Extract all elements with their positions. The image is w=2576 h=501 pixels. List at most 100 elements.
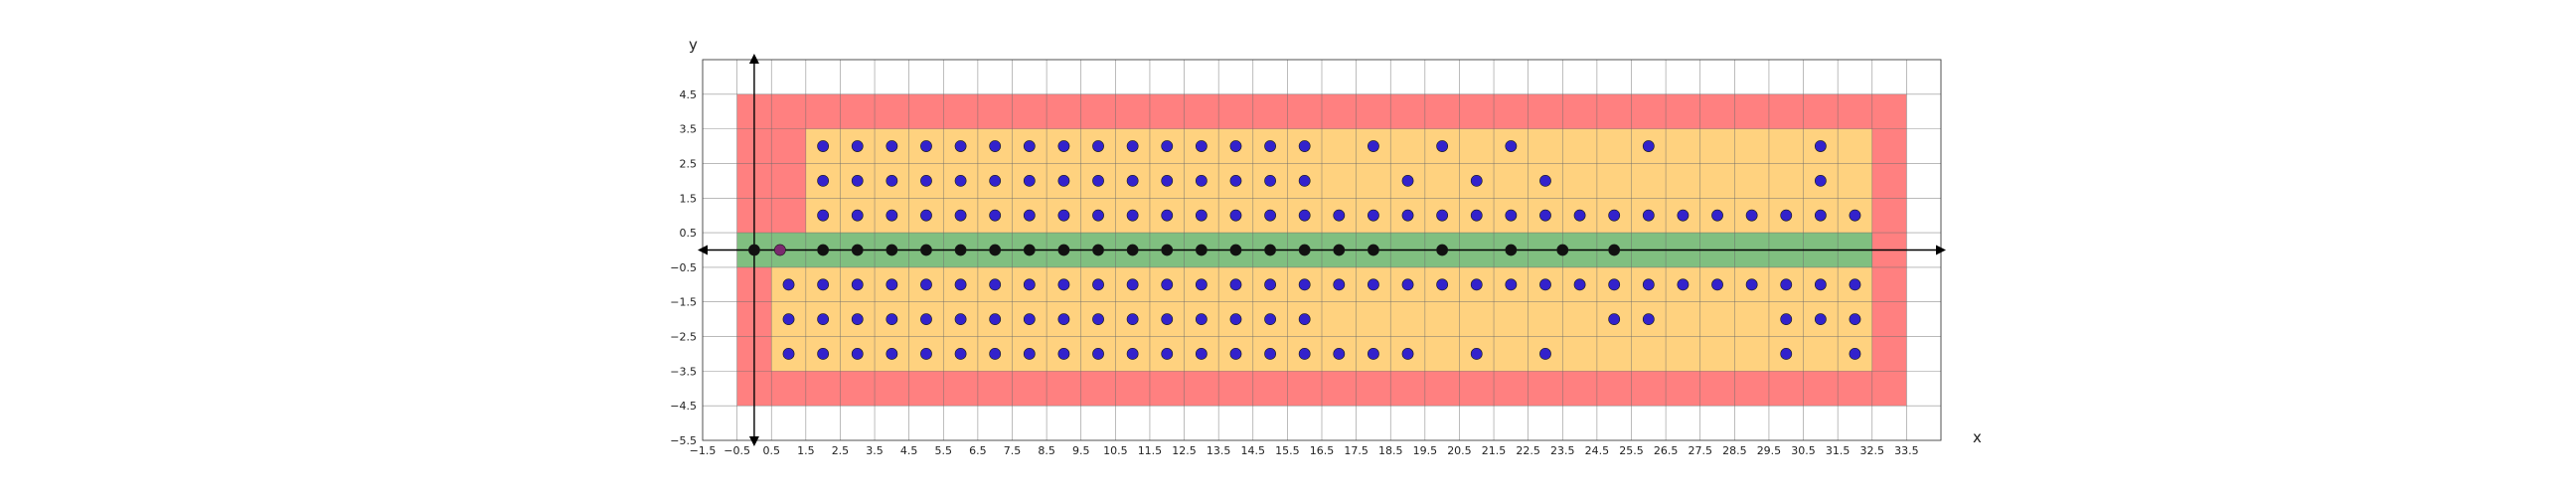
data-point [1677, 278, 1690, 291]
data-point [1161, 278, 1174, 291]
data-point [1470, 209, 1483, 222]
data-point [851, 209, 864, 222]
data-point [1849, 313, 1861, 326]
data-point [1849, 278, 1861, 291]
y-axis-label: y [689, 36, 698, 54]
data-point [1229, 209, 1242, 222]
data-point [1470, 348, 1483, 360]
data-point [1333, 348, 1346, 360]
data-point [886, 348, 898, 360]
data-point [1814, 313, 1827, 326]
data-point [989, 140, 1002, 152]
data-point [1264, 209, 1276, 222]
data-point [954, 278, 967, 291]
x-axis-arrow-left [698, 245, 708, 255]
data-point [1195, 313, 1208, 326]
x-tick-label: 13.5 [1207, 444, 1231, 457]
data-point [1092, 140, 1104, 152]
data-point [1642, 209, 1655, 222]
x-tick-label: 26.5 [1654, 444, 1679, 457]
data-point [1298, 140, 1311, 152]
data-point [1849, 348, 1861, 360]
y-tick-label: −0.5 [670, 261, 697, 274]
data-point [1745, 278, 1758, 291]
data-point [1057, 313, 1070, 326]
data-point [886, 313, 898, 326]
data-point [1057, 278, 1070, 291]
data-point [782, 278, 795, 291]
data-point [1298, 209, 1311, 222]
data-point [1195, 209, 1208, 222]
x-tick-label: 18.5 [1378, 444, 1403, 457]
data-point [1556, 244, 1569, 256]
points-layer [748, 140, 1861, 360]
data-point [1608, 278, 1621, 291]
data-point [1161, 348, 1174, 360]
data-point [1401, 348, 1414, 360]
data-point [1057, 244, 1070, 256]
data-point [1780, 278, 1793, 291]
y-tick-label: −2.5 [670, 331, 697, 344]
x-tick-label: 27.5 [1688, 444, 1712, 457]
data-point [1608, 244, 1621, 256]
data-point [1642, 140, 1655, 152]
data-point [1126, 278, 1139, 291]
data-point [1642, 278, 1655, 291]
y-tick-label: 0.5 [680, 227, 698, 240]
x-tick-label: 4.5 [900, 444, 918, 457]
data-point [1401, 209, 1414, 222]
data-point [920, 313, 932, 326]
data-point [989, 174, 1002, 187]
x-tick-label: 28.5 [1722, 444, 1747, 457]
x-tick-label: 20.5 [1447, 444, 1472, 457]
x-tick-label: 9.5 [1072, 444, 1090, 457]
data-point [782, 313, 795, 326]
data-point [1298, 313, 1311, 326]
data-point [954, 209, 967, 222]
data-point [1401, 278, 1414, 291]
y-tick-label: 4.5 [680, 88, 698, 101]
x-tick-label: 15.5 [1275, 444, 1300, 457]
x-axis-arrow-right [1936, 245, 1946, 255]
data-point [1023, 174, 1036, 187]
data-point [1092, 348, 1104, 360]
data-point [1023, 313, 1036, 326]
x-tick-label: 19.5 [1413, 444, 1438, 457]
data-point [1023, 140, 1036, 152]
y-tick-label: −4.5 [670, 400, 697, 413]
x-tick-label: 21.5 [1482, 444, 1507, 457]
data-point [1023, 348, 1036, 360]
data-point [817, 278, 830, 291]
data-point [1436, 244, 1449, 256]
data-point [1573, 278, 1586, 291]
data-point [1539, 348, 1551, 360]
data-point [886, 140, 898, 152]
data-point [1505, 209, 1518, 222]
data-point [920, 244, 932, 256]
data-point [1161, 209, 1174, 222]
data-point [1195, 278, 1208, 291]
data-point [782, 348, 795, 360]
data-point [989, 278, 1002, 291]
data-point [1264, 348, 1276, 360]
data-point [886, 244, 898, 256]
data-point [1092, 244, 1104, 256]
tick-labels: −1.5 −0.5 0.5 1.5 2.5 3.5 4.5 5.5 6.5 7.5 8.5 9.5 10… [670, 88, 1918, 457]
data-point [989, 348, 1002, 360]
data-point [1780, 348, 1793, 360]
data-point [1573, 209, 1586, 222]
data-point [920, 174, 932, 187]
data-point [1092, 278, 1104, 291]
data-point [1229, 140, 1242, 152]
data-point [989, 244, 1002, 256]
data-point [1711, 278, 1723, 291]
data-point [920, 278, 932, 291]
data-point [920, 348, 932, 360]
data-point [1505, 140, 1518, 152]
x-tick-label: 14.5 [1241, 444, 1266, 457]
data-point [1298, 348, 1311, 360]
x-tick-label: 16.5 [1310, 444, 1335, 457]
data-point [1368, 244, 1379, 256]
data-point [1368, 348, 1379, 360]
